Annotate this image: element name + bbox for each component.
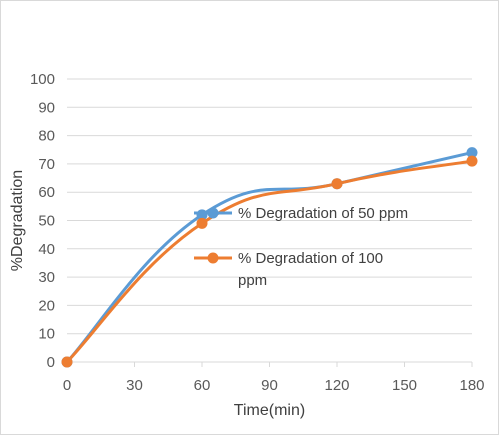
y-tick-label: 50 — [38, 213, 55, 230]
series — [61, 147, 478, 368]
series-line-0 — [65, 151, 474, 364]
gridlines — [67, 78, 472, 335]
legend-label-1: % Degradation of 100 — [238, 250, 383, 267]
x-axis-title: Time(min) — [234, 402, 305, 419]
x-tick-label: 60 — [194, 377, 211, 394]
x-tick-label: 120 — [324, 377, 349, 394]
legend-marker-1 — [207, 252, 219, 264]
axes — [66, 361, 473, 367]
y-tick-label: 10 — [38, 326, 55, 343]
data-point — [466, 147, 478, 159]
x-tick-label: 30 — [126, 377, 143, 394]
y-tick-label: 30 — [38, 269, 55, 286]
y-tick-label: 0 — [47, 354, 55, 371]
y-tick-label: 70 — [38, 156, 55, 173]
x-tick-label: 90 — [261, 377, 278, 394]
legend: % Degradation of 50 ppm % Degradation of … — [194, 205, 408, 289]
x-tick-label: 150 — [392, 377, 417, 394]
x-tick-label: 180 — [459, 377, 484, 394]
legend-label-1: ppm — [238, 272, 267, 289]
tick-labels: 0 10 20 30 40 50 60 70 80 90 100 0 30 60 90 120 150 180 — [30, 71, 485, 394]
y-tick-label: 100 — [30, 71, 55, 88]
y-tick-label: 60 — [38, 184, 55, 201]
data-point — [61, 356, 73, 368]
y-tick-label: 40 — [38, 241, 55, 258]
y-tick-label: 20 — [38, 297, 55, 314]
legend-label-0: % Degradation of 50 ppm — [238, 205, 408, 222]
data-point — [331, 178, 343, 190]
y-tick-label: 80 — [38, 128, 55, 145]
data-point — [466, 155, 478, 167]
x-tick-label: 0 — [63, 377, 71, 394]
y-axis-title: %Degradation — [9, 170, 26, 271]
data-point — [196, 217, 208, 229]
y-tick-label: 90 — [38, 99, 55, 116]
legend-marker-0 — [207, 207, 219, 219]
series-line-1 — [65, 159, 474, 364]
